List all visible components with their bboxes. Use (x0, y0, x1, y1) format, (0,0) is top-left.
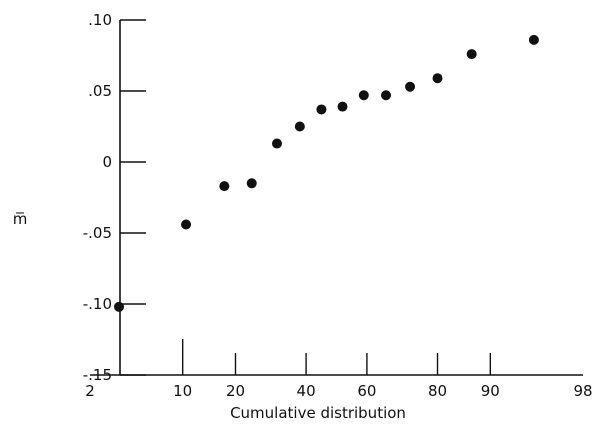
data-point (528, 34, 539, 45)
y-axis-ticks: .10 .05 0 -.05 -.10 -.15 (83, 11, 146, 384)
y-tick-label: .10 (88, 11, 112, 29)
y-tick-label: -.10 (83, 295, 112, 313)
data-point (114, 301, 125, 312)
x-axis-ticks: 2 10 20 40 60 80 90 98 (85, 339, 593, 400)
x-tick-label: 2 (85, 382, 95, 400)
y-tick-label: -.15 (83, 366, 112, 384)
data-point (381, 90, 392, 101)
x-tick-label: 80 (428, 382, 447, 400)
data-point (219, 181, 230, 192)
data-point (358, 90, 369, 101)
x-tick-label: 60 (357, 382, 376, 400)
y-tick-label: -.05 (83, 224, 112, 242)
data-point (466, 49, 477, 60)
data-point (316, 104, 327, 115)
data-points (114, 34, 539, 312)
data-point (432, 73, 443, 84)
x-tick-label: 10 (173, 382, 192, 400)
data-point (337, 101, 348, 112)
data-point (271, 138, 282, 149)
y-tick-label: 0 (102, 153, 112, 171)
x-axis-title: Cumulative distribution (230, 404, 406, 422)
y-axis-title: m̅ (13, 210, 28, 228)
y-tick-label: .05 (88, 82, 112, 100)
x-tick-label: 20 (226, 382, 245, 400)
x-tick-label: 40 (297, 382, 316, 400)
chart-axes (90, 20, 583, 376)
x-tick-label: 90 (481, 382, 500, 400)
data-point (294, 121, 305, 132)
data-point (181, 219, 192, 230)
data-point (246, 178, 257, 189)
data-point (405, 81, 416, 92)
x-tick-label: 98 (573, 382, 592, 400)
